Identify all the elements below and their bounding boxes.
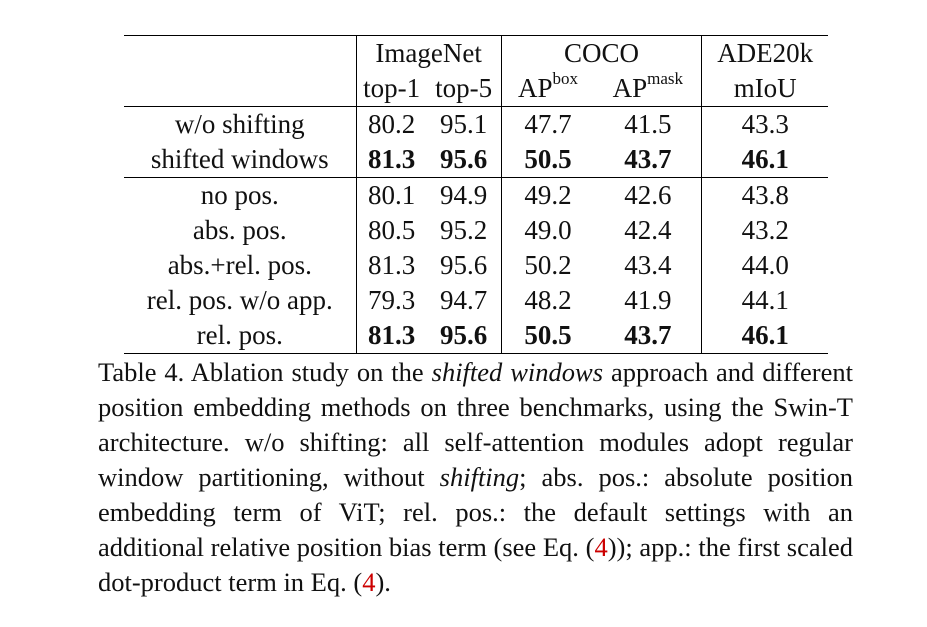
table-caption: Table 4. Ablation study on the shifted w… bbox=[98, 355, 853, 600]
metric-value-cell: 43.7 bbox=[594, 318, 702, 354]
header-coco: COCO bbox=[500, 35, 702, 71]
metric-value-cell: 46.1 bbox=[701, 142, 828, 178]
metric-value-cell: 43.3 bbox=[701, 106, 828, 142]
header-ap-box: APbox bbox=[500, 69, 595, 107]
equation-reference-link[interactable]: 4 bbox=[362, 567, 376, 597]
header-top1: top-1 bbox=[355, 71, 427, 107]
metric-value-cell: 81.3 bbox=[355, 142, 427, 178]
metric-value-cell: 47.7 bbox=[500, 106, 595, 142]
metric-value-cell: 95.6 bbox=[440, 250, 488, 280]
table-row: abs. pos. 80.5 95.2 49.0 42.4 43.2 bbox=[124, 213, 828, 248]
metric-value-cell: 80.1 bbox=[355, 177, 427, 213]
equation-reference-link[interactable]: 4 bbox=[594, 532, 608, 562]
metric-value-cell: 80.2 bbox=[355, 106, 427, 142]
table-row: rel. pos. 81.3 95.6 50.5 43.7 46.1 bbox=[124, 318, 828, 354]
metric-value-cell: 42.4 bbox=[624, 215, 672, 245]
metric-value-cell: 79.3 bbox=[355, 283, 427, 318]
metric-value-cell: 50.5 bbox=[500, 142, 595, 178]
ap-label: AP bbox=[612, 73, 648, 103]
table-row: abs.+rel. pos. 81.3 95.6 50.2 43.4 44.0 bbox=[124, 248, 828, 283]
table-row: shifted windows 81.3 95.6 50.5 43.7 46.1 bbox=[124, 142, 828, 178]
ap-label: AP bbox=[518, 73, 553, 103]
header-top5: top-5 bbox=[426, 71, 502, 107]
metric-value-cell: 44.0 bbox=[701, 248, 828, 283]
metric-value-cell: 46.1 bbox=[701, 318, 828, 354]
method-name-cell: no pos. bbox=[124, 177, 357, 213]
metric-value-cell: 41.9 bbox=[624, 285, 672, 315]
caption-text: )); app.: the first scaled dot-product t… bbox=[98, 532, 853, 597]
caption-italic-shifting: shifting bbox=[439, 462, 520, 492]
metric-value-cell: 50.5 bbox=[500, 318, 595, 354]
caption-text: ; abs. pos.: absolute position embedding… bbox=[98, 462, 854, 562]
caption-text: approach and different position embeddin… bbox=[98, 357, 853, 492]
results-table-container: ImageNet COCO ADE20k top-1 top-5 APbox A… bbox=[124, 35, 828, 354]
method-name-cell: abs.+rel. pos. bbox=[167, 250, 312, 280]
method-name-cell: w/o shifting bbox=[124, 106, 357, 142]
metric-value-cell: 49.2 bbox=[500, 177, 595, 213]
table-row: no pos. 80.1 94.9 49.2 42.6 43.8 bbox=[124, 177, 828, 213]
caption-text: ). bbox=[375, 567, 391, 597]
header-ade: ADE20k bbox=[701, 35, 828, 71]
metric-value-cell: 42.6 bbox=[594, 177, 702, 213]
metric-value-cell: 43.7 bbox=[624, 144, 672, 174]
header-empty-cell bbox=[124, 71, 357, 107]
metric-value-cell: 43.2 bbox=[701, 213, 828, 248]
metric-value-cell: 94.7 bbox=[440, 285, 488, 315]
metric-value-cell: 43.4 bbox=[624, 250, 672, 280]
header-ap-mask: APmask bbox=[594, 69, 702, 107]
metric-value-cell: 95.6 bbox=[426, 318, 502, 354]
metric-value-cell: 94.9 bbox=[426, 177, 502, 213]
method-name-cell: shifted windows bbox=[150, 144, 329, 174]
caption-text: Table 4. Ablation study on the bbox=[98, 357, 432, 387]
header-miou: mIoU bbox=[701, 71, 828, 107]
metric-value-cell: 81.3 bbox=[355, 318, 427, 354]
header-imagenet: ImageNet bbox=[355, 35, 502, 71]
mask-superscript: mask bbox=[647, 69, 684, 88]
header-empty-cell bbox=[124, 35, 357, 71]
ablation-table: ImageNet COCO ADE20k top-1 top-5 APbox A… bbox=[124, 35, 828, 354]
metric-value-cell: 95.2 bbox=[440, 215, 488, 245]
box-superscript: box bbox=[552, 69, 579, 88]
caption-italic-shifted-windows: shifted windows bbox=[431, 357, 604, 387]
metric-value-cell: 80.5 bbox=[355, 213, 427, 248]
header-row-2: top-1 top-5 APbox APmask mIoU bbox=[124, 69, 828, 107]
table-row: rel. pos. w/o app. 79.3 94.7 48.2 41.9 44.1 bbox=[124, 283, 828, 318]
method-name-cell: rel. pos. bbox=[124, 318, 357, 354]
metric-value-cell: 81.3 bbox=[355, 248, 427, 283]
metric-value-cell: 43.8 bbox=[701, 177, 828, 213]
header-row-1: ImageNet COCO ADE20k bbox=[124, 35, 828, 71]
metric-value-cell: 49.0 bbox=[500, 213, 595, 248]
method-name-cell: rel. pos. w/o app. bbox=[146, 285, 333, 315]
metric-value-cell: 95.1 bbox=[426, 106, 502, 142]
metric-value-cell: 41.5 bbox=[594, 106, 702, 142]
metric-value-cell: 95.6 bbox=[440, 144, 488, 174]
metric-value-cell: 48.2 bbox=[500, 283, 595, 318]
table-row: w/o shifting 80.2 95.1 47.7 41.5 43.3 bbox=[124, 106, 828, 142]
metric-value-cell: 44.1 bbox=[701, 283, 828, 318]
metric-value-cell: 50.2 bbox=[500, 248, 595, 283]
method-name-cell: abs. pos. bbox=[192, 215, 287, 245]
